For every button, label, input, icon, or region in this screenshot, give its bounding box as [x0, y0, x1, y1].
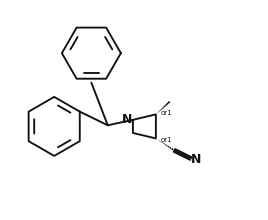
Text: N: N — [191, 153, 201, 166]
Text: or1: or1 — [160, 110, 172, 116]
Text: N: N — [122, 113, 133, 126]
Text: or1: or1 — [160, 137, 172, 143]
